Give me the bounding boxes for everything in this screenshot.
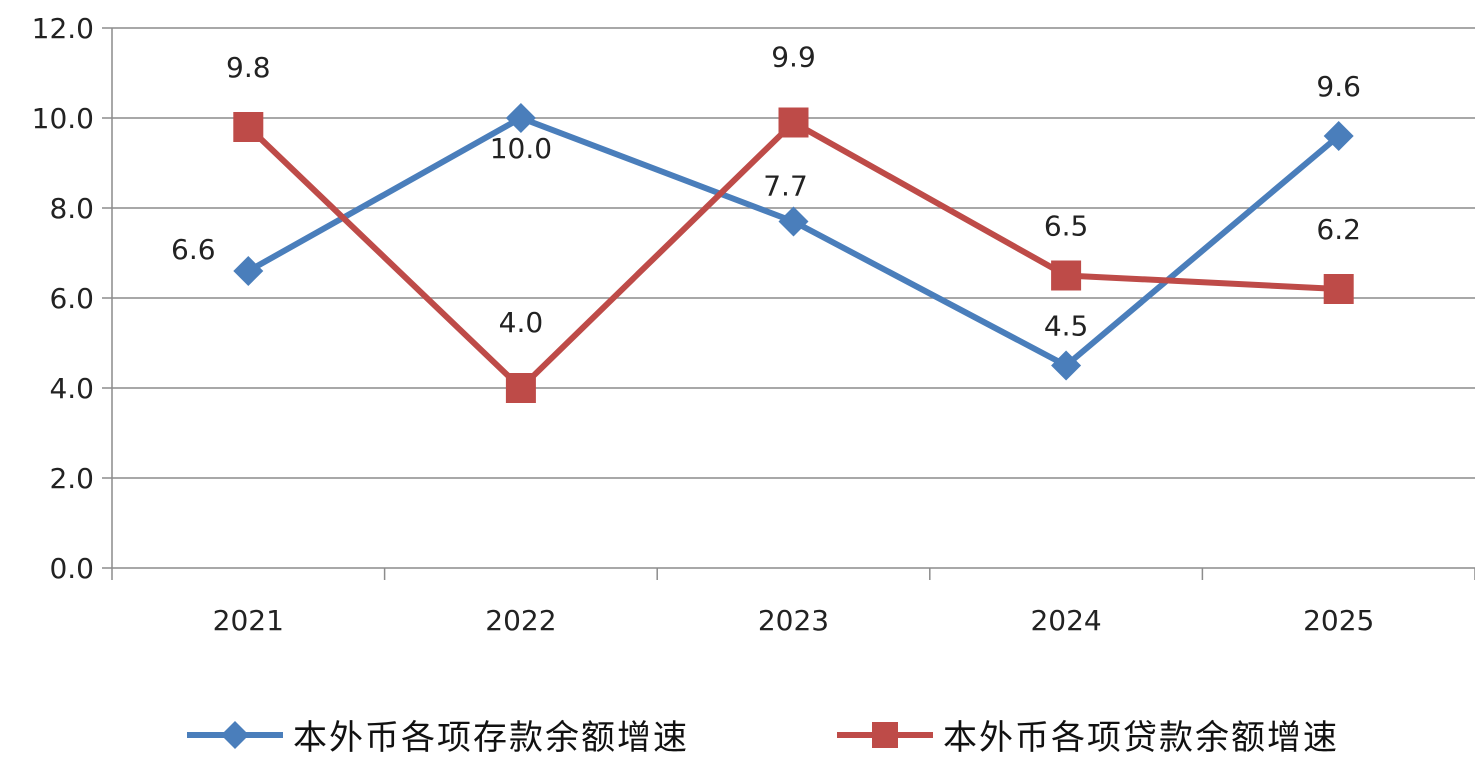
y-tick-label: 2.0	[49, 462, 94, 495]
legend-item-deposits: 本外币各项存款余额增速	[185, 700, 689, 769]
square-icon	[872, 721, 898, 748]
data-point-marker	[1051, 260, 1082, 291]
data-label: 4.0	[499, 306, 544, 339]
data-label: 9.9	[771, 41, 816, 74]
data-label: 6.2	[1316, 213, 1361, 246]
data-point-marker	[1323, 121, 1354, 151]
data-point-marker	[505, 373, 536, 403]
y-tick-labels: 0.0 2.0 4.0 6.0 8.0 10.0 12.0	[32, 12, 94, 585]
y-tick-label: 8.0	[49, 192, 94, 225]
y-tick-label: 6.0	[49, 282, 94, 315]
data-label: 6.5	[1044, 210, 1089, 243]
series-markers	[233, 103, 1354, 403]
legend-item-loans: 本外币各项贷款余额增速	[835, 700, 1339, 769]
legend-label-loans: 本外币各项贷款余额增速	[943, 718, 1339, 758]
y-tick-label: 12.0	[32, 12, 94, 45]
data-point-marker	[778, 206, 809, 237]
x-tick-label: 2023	[758, 604, 829, 637]
data-label: 9.6	[1316, 70, 1361, 103]
y-tick-label: 10.0	[32, 102, 94, 135]
legend-label-deposits: 本外币各项存款余额增速	[293, 718, 689, 758]
legend: 本外币各项存款余额增速 本外币各项贷款余额增速	[0, 700, 1475, 769]
data-label: 10.0	[490, 132, 552, 165]
data-point-marker	[505, 103, 536, 133]
diamond-icon	[221, 720, 249, 749]
legend-swatch-loans	[837, 721, 933, 748]
series-line	[246, 115, 1341, 369]
series-line	[246, 119, 1339, 391]
series-lines	[246, 115, 1341, 391]
x-tick-label: 2025	[1303, 604, 1374, 637]
x-tick-label: 2022	[485, 604, 556, 637]
data-point-marker	[1323, 274, 1354, 304]
data-label: 7.7	[763, 170, 808, 203]
legend-swatch-deposits	[187, 720, 283, 749]
y-tick-label: 4.0	[49, 372, 94, 405]
data-point-marker	[233, 112, 264, 142]
axes	[102, 27, 1475, 580]
y-tick-label: 0.0	[49, 552, 94, 585]
data-label: 4.5	[1044, 310, 1089, 343]
data-point-marker	[1051, 350, 1082, 381]
x-tick-label: 2024	[1030, 604, 1101, 637]
x-tick-label: 2021	[213, 604, 284, 637]
x-tick-labels: 2021 2022 2023 2024 2025	[213, 604, 1375, 637]
data-label: 9.8	[226, 51, 271, 84]
data-labels: 6.6 10.0 7.7 4.5 9.6 9.8 4.0 9.9 6.5 6.2	[171, 41, 1361, 343]
line-chart: 0.0 2.0 4.0 6.0 8.0 10.0 12.0 2021 2022 2023 2024…	[32, 12, 1475, 637]
data-point-marker	[778, 107, 809, 138]
data-point-marker	[233, 256, 264, 286]
data-label: 6.6	[171, 233, 216, 266]
grid-lines	[112, 27, 1475, 479]
